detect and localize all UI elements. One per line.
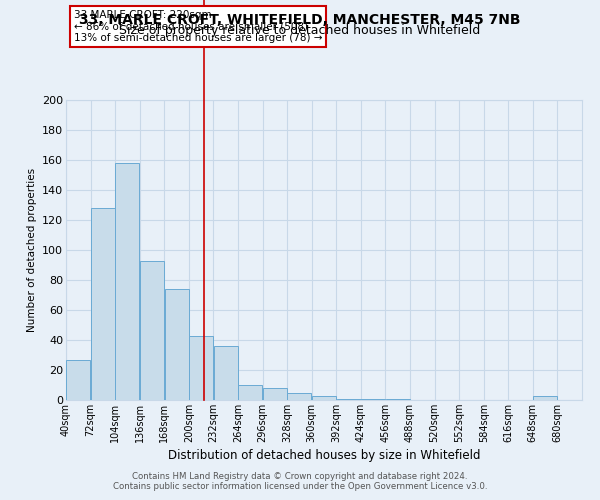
Bar (533, 396, 557, 400)
Bar (91, 208, 115, 400)
Bar (263, 388, 287, 400)
Bar (386, 398, 410, 400)
Bar (115, 163, 139, 400)
Bar (238, 385, 262, 400)
Bar (312, 396, 336, 400)
Bar (67, 360, 90, 400)
Text: Size of property relative to detached houses in Whitefield: Size of property relative to detached ho… (119, 24, 481, 37)
Bar (164, 289, 188, 400)
X-axis label: Distribution of detached houses by size in Whitefield: Distribution of detached houses by size … (168, 449, 480, 462)
Text: 33 MARLE CROFT: 220sqm
← 86% of detached houses are smaller (508)
13% of semi-de: 33 MARLE CROFT: 220sqm ← 86% of detached… (74, 10, 322, 43)
Text: Contains public sector information licensed under the Open Government Licence v3: Contains public sector information licen… (113, 482, 487, 491)
Bar (361, 398, 385, 400)
Bar (189, 336, 213, 400)
Text: Contains HM Land Registry data © Crown copyright and database right 2024.: Contains HM Land Registry data © Crown c… (132, 472, 468, 481)
Y-axis label: Number of detached properties: Number of detached properties (26, 168, 37, 332)
Bar (140, 260, 164, 400)
Bar (337, 398, 361, 400)
Bar (214, 346, 238, 400)
Text: 33, MARLE CROFT, WHITEFIELD, MANCHESTER, M45 7NB: 33, MARLE CROFT, WHITEFIELD, MANCHESTER,… (79, 12, 521, 26)
Bar (287, 392, 311, 400)
